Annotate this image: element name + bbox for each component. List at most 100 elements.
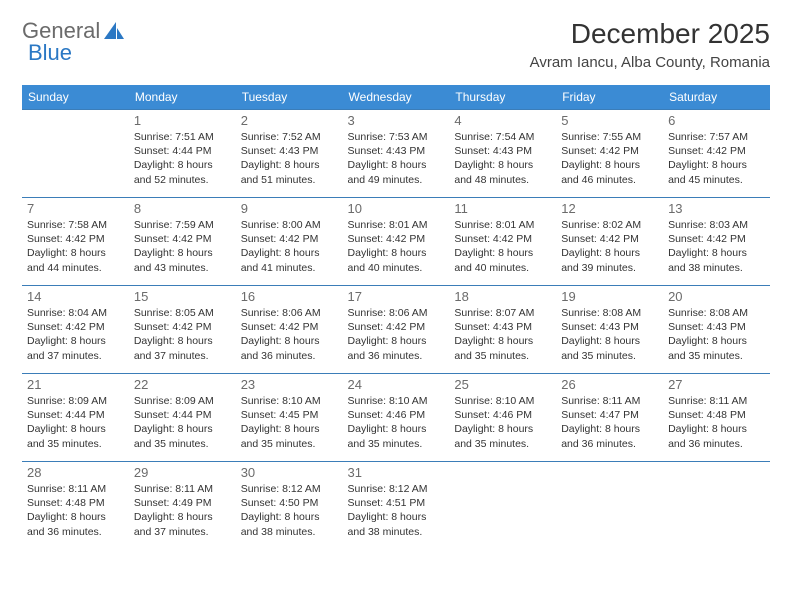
day-details: Sunrise: 8:12 AMSunset: 4:50 PMDaylight:… — [241, 482, 338, 539]
calendar-week-row: 7Sunrise: 7:58 AMSunset: 4:42 PMDaylight… — [22, 198, 770, 286]
calendar-day-cell: 4 Sunrise: 7:54 AMSunset: 4:43 PMDaylight… — [449, 110, 556, 198]
day-details: Sunrise: 8:08 AMSunset: 4:43 PMDaylight:… — [561, 306, 658, 363]
day-number: 3 — [348, 113, 445, 128]
calendar-day-cell: 5 Sunrise: 7:55 AMSunset: 4:42 PMDaylight… — [556, 110, 663, 198]
calendar-day-cell: 15Sunrise: 8:05 AMSunset: 4:42 PMDayligh… — [129, 286, 236, 374]
day-details: Sunrise: 8:03 AMSunset: 4:42 PMDaylight:… — [668, 218, 765, 275]
calendar-day-cell: 20Sunrise: 8:08 AMSunset: 4:43 PMDayligh… — [663, 286, 770, 374]
weekday-header: Saturday — [663, 85, 770, 110]
day-number: 21 — [27, 377, 124, 392]
day-number: 28 — [27, 465, 124, 480]
calendar-day-cell: 1 Sunrise: 7:51 AMSunset: 4:44 PMDaylight… — [129, 110, 236, 198]
calendar-day-cell: 18 Sunrise: 8:07 AMSunset: 4:43 PMDayligh… — [449, 286, 556, 374]
day-number: 26 — [561, 377, 658, 392]
day-details: Sunrise: 8:11 AMSunset: 4:47 PMDaylight:… — [561, 394, 658, 451]
weekday-header: Monday — [129, 85, 236, 110]
title-block: December 2025 Avram Iancu, Alba County, … — [530, 18, 770, 71]
day-number: 19 — [561, 289, 658, 304]
calendar-week-row: 14Sunrise: 8:04 AMSunset: 4:42 PMDayligh… — [22, 286, 770, 374]
day-number: 1 — [134, 113, 231, 128]
calendar-day-cell: 29 Sunrise: 8:11 AMSunset: 4:49 PMDayligh… — [129, 462, 236, 550]
location: Avram Iancu, Alba County, Romania — [530, 54, 770, 71]
day-number: 13 — [668, 201, 765, 216]
calendar-day-cell: 22Sunrise: 8:09 AMSunset: 4:44 PMDayligh… — [129, 374, 236, 462]
day-details: Sunrise: 8:07 AMSunset: 4:43 PMDaylight:… — [454, 306, 551, 363]
day-number: 20 — [668, 289, 765, 304]
calendar-day-cell: 3 Sunrise: 7:53 AMSunset: 4:43 PMDaylight… — [343, 110, 450, 198]
weekday-header: Wednesday — [343, 85, 450, 110]
calendar-empty-cell — [663, 462, 770, 550]
weekday-header-row: SundayMondayTuesdayWednesdayThursdayFrid… — [22, 85, 770, 110]
calendar-week-row: 1 Sunrise: 7:51 AMSunset: 4:44 PMDaylight… — [22, 110, 770, 198]
calendar-day-cell: 12 Sunrise: 8:02 AMSunset: 4:42 PMDayligh… — [556, 198, 663, 286]
day-number: 18 — [454, 289, 551, 304]
day-number: 24 — [348, 377, 445, 392]
day-number: 23 — [241, 377, 338, 392]
calendar-table: SundayMondayTuesdayWednesdayThursdayFrid… — [22, 85, 770, 550]
day-number: 14 — [27, 289, 124, 304]
calendar-day-cell: 25 Sunrise: 8:10 AMSunset: 4:46 PMDayligh… — [449, 374, 556, 462]
calendar-empty-cell — [556, 462, 663, 550]
calendar-day-cell: 21 Sunrise: 8:09 AMSunset: 4:44 PMDayligh… — [22, 374, 129, 462]
day-number: 2 — [241, 113, 338, 128]
day-details: Sunrise: 7:55 AMSunset: 4:42 PMDaylight:… — [561, 130, 658, 187]
calendar-day-cell: 11 Sunrise: 8:01 AMSunset: 4:42 PMDayligh… — [449, 198, 556, 286]
day-details: Sunrise: 8:11 AMSunset: 4:49 PMDaylight:… — [134, 482, 231, 539]
day-number: 6 — [668, 113, 765, 128]
calendar-empty-cell — [449, 462, 556, 550]
day-details: Sunrise: 7:58 AMSunset: 4:42 PMDaylight:… — [27, 218, 124, 275]
month-title: December 2025 — [530, 18, 770, 50]
calendar-day-cell: 13 Sunrise: 8:03 AMSunset: 4:42 PMDayligh… — [663, 198, 770, 286]
day-details: Sunrise: 7:53 AMSunset: 4:43 PMDaylight:… — [348, 130, 445, 187]
day-number: 10 — [348, 201, 445, 216]
day-details: Sunrise: 7:51 AMSunset: 4:44 PMDaylight:… — [134, 130, 231, 187]
calendar-empty-cell — [22, 110, 129, 198]
weekday-header: Thursday — [449, 85, 556, 110]
day-details: Sunrise: 7:54 AMSunset: 4:43 PMDaylight:… — [454, 130, 551, 187]
day-number: 9 — [241, 201, 338, 216]
calendar-day-cell: 30 Sunrise: 8:12 AMSunset: 4:50 PMDayligh… — [236, 462, 343, 550]
calendar-day-cell: 17Sunrise: 8:06 AMSunset: 4:42 PMDayligh… — [343, 286, 450, 374]
calendar-day-cell: 27Sunrise: 8:11 AMSunset: 4:48 PMDayligh… — [663, 374, 770, 462]
calendar-day-cell: 2 Sunrise: 7:52 AMSunset: 4:43 PMDaylight… — [236, 110, 343, 198]
logo-text-2: Blue — [28, 40, 72, 66]
day-details: Sunrise: 7:52 AMSunset: 4:43 PMDaylight:… — [241, 130, 338, 187]
day-details: Sunrise: 8:09 AMSunset: 4:44 PMDaylight:… — [27, 394, 124, 451]
logo-sail-icon — [103, 21, 125, 41]
day-number: 30 — [241, 465, 338, 480]
day-details: Sunrise: 8:10 AMSunset: 4:46 PMDaylight:… — [454, 394, 551, 451]
day-number: 25 — [454, 377, 551, 392]
calendar-day-cell: 9 Sunrise: 8:00 AMSunset: 4:42 PMDaylight… — [236, 198, 343, 286]
day-number: 29 — [134, 465, 231, 480]
day-details: Sunrise: 8:01 AMSunset: 4:42 PMDaylight:… — [454, 218, 551, 275]
day-number: 11 — [454, 201, 551, 216]
day-details: Sunrise: 8:12 AMSunset: 4:51 PMDaylight:… — [348, 482, 445, 539]
calendar-day-cell: 6 Sunrise: 7:57 AMSunset: 4:42 PMDaylight… — [663, 110, 770, 198]
weekday-header: Friday — [556, 85, 663, 110]
day-details: Sunrise: 8:05 AMSunset: 4:42 PMDaylight:… — [134, 306, 231, 363]
calendar-day-cell: 14Sunrise: 8:04 AMSunset: 4:42 PMDayligh… — [22, 286, 129, 374]
day-details: Sunrise: 8:02 AMSunset: 4:42 PMDaylight:… — [561, 218, 658, 275]
calendar-day-cell: 28Sunrise: 8:11 AMSunset: 4:48 PMDayligh… — [22, 462, 129, 550]
day-details: Sunrise: 8:06 AMSunset: 4:42 PMDaylight:… — [241, 306, 338, 363]
day-number: 12 — [561, 201, 658, 216]
calendar-day-cell: 31 Sunrise: 8:12 AMSunset: 4:51 PMDayligh… — [343, 462, 450, 550]
day-number: 4 — [454, 113, 551, 128]
day-number: 27 — [668, 377, 765, 392]
day-number: 31 — [348, 465, 445, 480]
day-number: 5 — [561, 113, 658, 128]
calendar-day-cell: 23 Sunrise: 8:10 AMSunset: 4:45 PMDayligh… — [236, 374, 343, 462]
weekday-header: Tuesday — [236, 85, 343, 110]
calendar-day-cell: 16Sunrise: 8:06 AMSunset: 4:42 PMDayligh… — [236, 286, 343, 374]
calendar-day-cell: 7Sunrise: 7:58 AMSunset: 4:42 PMDaylight… — [22, 198, 129, 286]
day-number: 22 — [134, 377, 231, 392]
day-details: Sunrise: 7:57 AMSunset: 4:42 PMDaylight:… — [668, 130, 765, 187]
day-number: 8 — [134, 201, 231, 216]
weekday-header: Sunday — [22, 85, 129, 110]
day-details: Sunrise: 8:10 AMSunset: 4:45 PMDaylight:… — [241, 394, 338, 451]
day-details: Sunrise: 8:00 AMSunset: 4:42 PMDaylight:… — [241, 218, 338, 275]
calendar-day-cell: 8Sunrise: 7:59 AMSunset: 4:42 PMDaylight… — [129, 198, 236, 286]
calendar-day-cell: 10Sunrise: 8:01 AMSunset: 4:42 PMDayligh… — [343, 198, 450, 286]
calendar-week-row: 28Sunrise: 8:11 AMSunset: 4:48 PMDayligh… — [22, 462, 770, 550]
calendar-week-row: 21 Sunrise: 8:09 AMSunset: 4:44 PMDayligh… — [22, 374, 770, 462]
